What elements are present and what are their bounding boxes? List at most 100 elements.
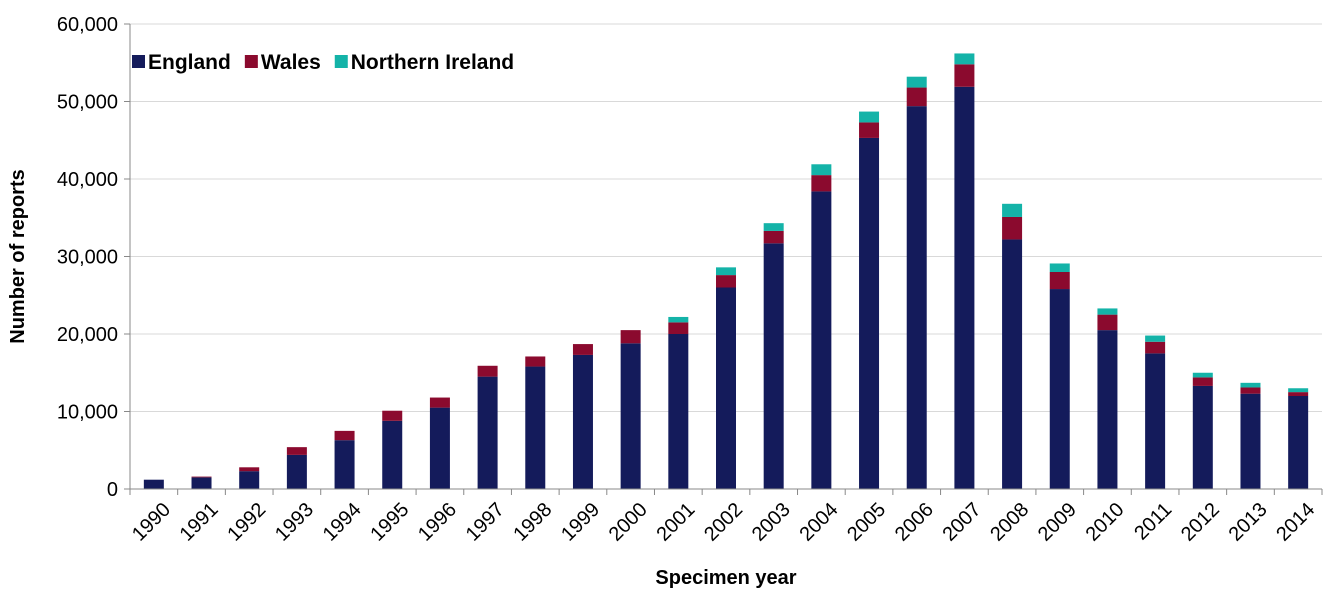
bar-northern-ireland-2011 — [1145, 335, 1166, 342]
x-tick-label: 2012 — [1177, 499, 1224, 546]
bar-england-2006 — [906, 106, 927, 490]
legend-label: Northern Ireland — [351, 51, 514, 74]
bar-england-2003 — [763, 243, 784, 489]
bar-wales-1993 — [286, 447, 307, 455]
bar-wales-2010 — [1097, 314, 1118, 331]
bar-england-2013 — [1240, 393, 1261, 489]
bar-england-2014 — [1288, 396, 1309, 489]
legend-swatch — [132, 55, 145, 68]
x-tick-label: 1991 — [176, 499, 223, 546]
bars — [143, 53, 1309, 490]
x-tick-label: 2013 — [1225, 499, 1272, 546]
bar-england-2010 — [1097, 330, 1118, 489]
bar-england-1995 — [382, 420, 403, 489]
bar-wales-2013 — [1240, 387, 1261, 394]
bar-england-1997 — [477, 376, 498, 489]
bar-england-1998 — [525, 366, 546, 489]
bar-northern-ireland-2009 — [1049, 263, 1070, 272]
bar-wales-1995 — [382, 410, 403, 421]
y-tick-label: 20,000 — [57, 324, 118, 346]
bar-wales-1992 — [239, 467, 260, 472]
bar-england-1996 — [429, 407, 450, 489]
bar-wales-1997 — [477, 365, 498, 377]
x-tick-label: 2011 — [1130, 499, 1176, 545]
bar-wales-2000 — [620, 330, 641, 344]
x-tick-label: 2014 — [1272, 499, 1319, 546]
x-tick-label: 1996 — [414, 499, 461, 546]
legend: England Wales Northern Ireland — [132, 51, 514, 74]
x-tick-label: 2007 — [939, 499, 986, 546]
x-tick-label: 1999 — [557, 499, 604, 546]
bar-northern-ireland-2010 — [1097, 308, 1118, 315]
gridlines — [130, 23, 1322, 412]
legend-label: Wales — [261, 51, 321, 74]
x-axis-title: Specimen year — [655, 567, 796, 589]
x-tick-label: 2000 — [605, 499, 652, 546]
bar-wales-1998 — [525, 356, 546, 367]
y-tick-label: 50,000 — [57, 92, 118, 114]
bar-northern-ireland-2013 — [1240, 382, 1261, 388]
legend-swatch — [244, 55, 258, 68]
bar-northern-ireland-2004 — [811, 164, 832, 176]
bar-england-2008 — [1002, 239, 1023, 489]
bar-wales-2006 — [906, 87, 927, 107]
bar-northern-ireland-2006 — [906, 76, 927, 88]
bar-wales-2003 — [763, 230, 784, 244]
bar-wales-2008 — [1002, 216, 1023, 240]
x-tick-label: 1993 — [271, 499, 318, 546]
bar-northern-ireland-2007 — [954, 53, 975, 65]
x-tick-label: 2001 — [652, 499, 699, 546]
bar-england-2004 — [811, 191, 832, 489]
bar-england-2012 — [1192, 385, 1213, 489]
bar-wales-1994 — [334, 430, 355, 441]
x-axis-ticks: 1990 1991 1992 1993 1994 1995 1996 1997 1998 1999… — [128, 489, 1323, 546]
bar-northern-ireland-2005 — [859, 111, 880, 123]
bar-england-2009 — [1049, 289, 1070, 489]
bar-wales-2001 — [668, 322, 689, 334]
x-tick-label: 2009 — [1034, 499, 1081, 546]
bar-northern-ireland-2008 — [1002, 203, 1023, 217]
x-tick-label: 2008 — [986, 499, 1033, 546]
y-axis-ticks: 0 10,000 20,000 30,000 40,000 50,000 60,000 — [57, 14, 130, 501]
bar-wales-1996 — [429, 397, 450, 408]
bar-england-1999 — [572, 354, 593, 489]
x-tick-label: 1994 — [319, 499, 366, 546]
x-tick-label: 1997 — [462, 499, 509, 546]
bar-england-2011 — [1145, 353, 1166, 489]
bar-wales-2005 — [859, 122, 880, 138]
x-tick-label: 1990 — [128, 499, 175, 546]
bar-wales-2004 — [811, 175, 832, 192]
x-tick-label: 1992 — [223, 499, 270, 546]
bar-england-1991 — [191, 477, 212, 489]
x-tick-label: 2004 — [795, 499, 842, 546]
bar-england-2002 — [716, 287, 736, 489]
y-tick-label: 10,000 — [57, 402, 118, 424]
bar-wales-2012 — [1192, 377, 1213, 386]
bar-northern-ireland-2014 — [1288, 388, 1309, 393]
x-tick-label: 2006 — [891, 499, 938, 546]
bar-wales-2011 — [1145, 341, 1166, 354]
bar-wales-2007 — [954, 64, 975, 87]
bar-wales-1999 — [572, 344, 593, 355]
bar-england-2000 — [620, 343, 641, 489]
bar-england-1990 — [143, 479, 164, 489]
bar-england-2007 — [954, 86, 975, 490]
y-tick-label: 30,000 — [57, 247, 118, 269]
bar-northern-ireland-2003 — [763, 223, 784, 231]
bar-england-2001 — [668, 334, 689, 489]
bar-wales-1991 — [191, 476, 212, 478]
x-tick-label: 2003 — [748, 499, 795, 546]
legend-label: England — [148, 51, 231, 74]
x-tick-label: 1995 — [366, 499, 413, 546]
x-tick-label: 2010 — [1082, 499, 1129, 546]
x-tick-label: 1998 — [509, 499, 556, 546]
bar-wales-2009 — [1049, 272, 1070, 290]
y-axis-title: Number of reports — [7, 169, 29, 343]
legend-swatch — [334, 55, 348, 68]
y-tick-label: 40,000 — [57, 169, 118, 191]
bar-england-1994 — [334, 440, 355, 489]
x-tick-label: 2005 — [843, 499, 890, 546]
bar-england-1993 — [286, 454, 307, 489]
